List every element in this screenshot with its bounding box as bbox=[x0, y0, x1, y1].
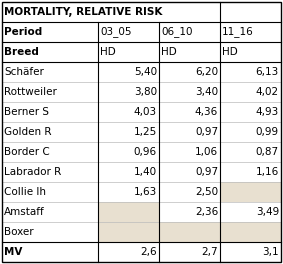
Text: 1,63: 1,63 bbox=[134, 187, 157, 197]
Text: 3,1: 3,1 bbox=[262, 247, 279, 257]
Text: 2,6: 2,6 bbox=[140, 247, 157, 257]
Text: 03_05: 03_05 bbox=[100, 27, 132, 37]
Text: 1,06: 1,06 bbox=[195, 147, 218, 157]
Text: Border C: Border C bbox=[4, 147, 50, 157]
Text: 0,99: 0,99 bbox=[256, 127, 279, 137]
Text: 06_10: 06_10 bbox=[161, 27, 192, 37]
Text: MORTALITY, RELATIVE RISK: MORTALITY, RELATIVE RISK bbox=[4, 7, 162, 17]
Text: 4,02: 4,02 bbox=[256, 87, 279, 97]
Text: 0,96: 0,96 bbox=[134, 147, 157, 157]
Text: Rottweiler: Rottweiler bbox=[4, 87, 57, 97]
Text: HD: HD bbox=[161, 47, 177, 57]
Text: 3,80: 3,80 bbox=[134, 87, 157, 97]
Text: Period: Period bbox=[4, 27, 42, 37]
Text: 2,7: 2,7 bbox=[201, 247, 218, 257]
Bar bbox=[220, 182, 281, 202]
Text: Amstaff: Amstaff bbox=[4, 207, 45, 217]
Text: 3,49: 3,49 bbox=[256, 207, 279, 217]
Text: 1,16: 1,16 bbox=[256, 167, 279, 177]
Text: 2,50: 2,50 bbox=[195, 187, 218, 197]
Text: Breed: Breed bbox=[4, 47, 39, 57]
Text: Boxer: Boxer bbox=[4, 227, 34, 237]
Text: 6,13: 6,13 bbox=[256, 67, 279, 77]
Text: Berner S: Berner S bbox=[4, 107, 49, 117]
Text: 11_16: 11_16 bbox=[222, 27, 254, 37]
Text: 4,03: 4,03 bbox=[134, 107, 157, 117]
Text: 4,36: 4,36 bbox=[195, 107, 218, 117]
Bar bbox=[98, 222, 159, 242]
Text: 0,87: 0,87 bbox=[256, 147, 279, 157]
Text: Collie lh: Collie lh bbox=[4, 187, 46, 197]
Text: 1,40: 1,40 bbox=[134, 167, 157, 177]
Bar bbox=[98, 202, 159, 222]
Bar bbox=[220, 222, 281, 242]
Text: MV: MV bbox=[4, 247, 22, 257]
Text: Labrador R: Labrador R bbox=[4, 167, 61, 177]
Text: HD: HD bbox=[100, 47, 116, 57]
Text: 6,20: 6,20 bbox=[195, 67, 218, 77]
Text: 1,25: 1,25 bbox=[134, 127, 157, 137]
Text: HD: HD bbox=[222, 47, 238, 57]
Text: Schäfer: Schäfer bbox=[4, 67, 44, 77]
Text: 0,97: 0,97 bbox=[195, 127, 218, 137]
Text: 3,40: 3,40 bbox=[195, 87, 218, 97]
Text: 2,36: 2,36 bbox=[195, 207, 218, 217]
Bar bbox=[159, 222, 220, 242]
Text: 5,40: 5,40 bbox=[134, 67, 157, 77]
Text: 4,93: 4,93 bbox=[256, 107, 279, 117]
Text: Golden R: Golden R bbox=[4, 127, 52, 137]
Text: 0,97: 0,97 bbox=[195, 167, 218, 177]
